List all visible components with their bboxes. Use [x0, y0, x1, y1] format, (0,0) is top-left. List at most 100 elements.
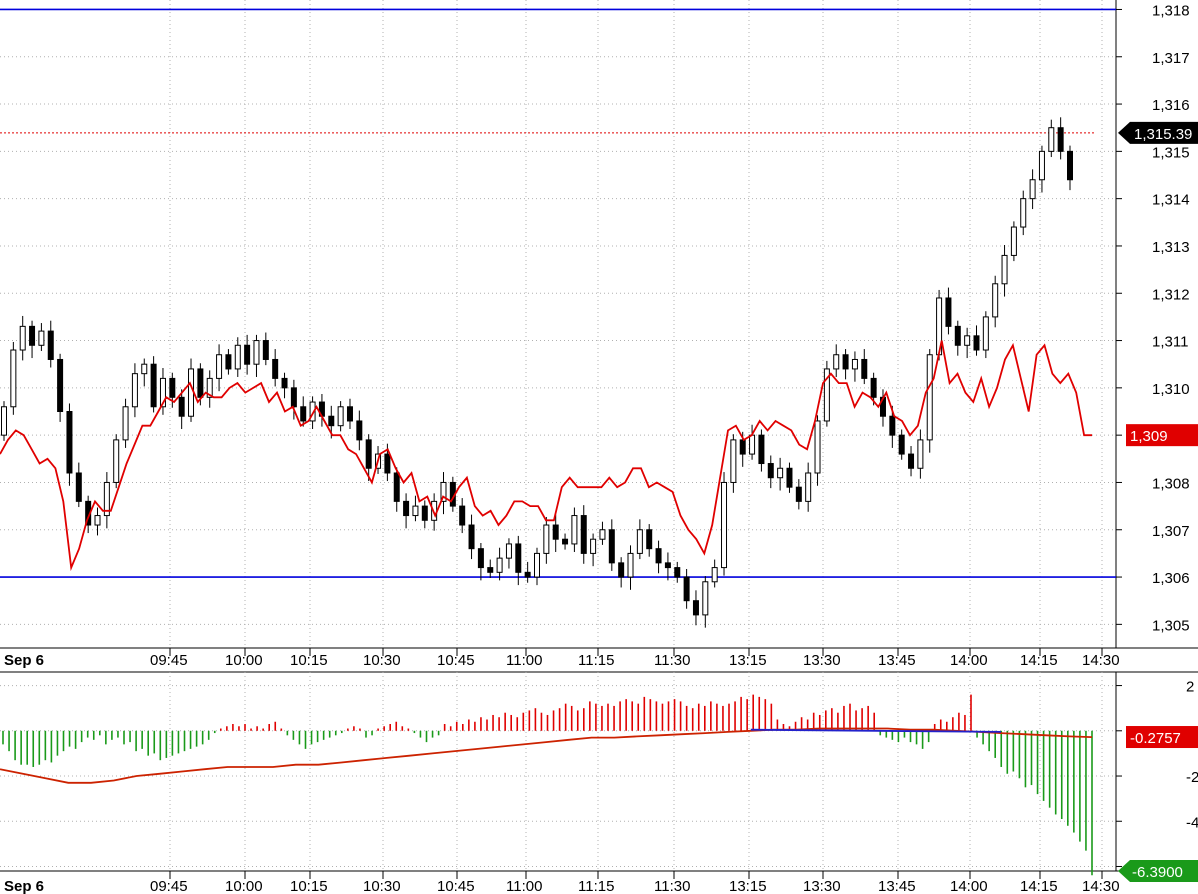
candle-body	[365, 439, 372, 469]
candle-body	[524, 571, 531, 578]
candle-body	[814, 420, 821, 474]
osc-x-tick-label: 14:30	[1082, 878, 1120, 894]
candle-body	[131, 373, 138, 408]
price-x-tick-label: 13:15	[729, 652, 767, 669]
candle-body	[337, 406, 344, 427]
candle-body	[636, 529, 643, 554]
candle-body	[505, 543, 512, 559]
price-y-tick-label: 1,317	[1152, 50, 1190, 67]
candle-body	[356, 420, 363, 441]
price-y-tick-label: 1,307	[1152, 523, 1190, 540]
osc-x-tick-label: 10:45	[437, 878, 475, 894]
last-price-tag	[1118, 121, 1198, 144]
candle-body	[543, 524, 550, 554]
candle-body	[122, 406, 129, 441]
avg-line-tag-label: 1,309	[1130, 428, 1168, 445]
candle-body	[870, 377, 877, 398]
candle-body	[1029, 179, 1036, 200]
candle-body	[730, 439, 737, 483]
candle-body	[767, 463, 774, 479]
candle-body	[281, 377, 288, 389]
candle-body	[534, 552, 540, 578]
candle-body	[608, 529, 615, 564]
candle-body	[169, 377, 176, 398]
osc-x-tick-label: 13:45	[878, 878, 916, 894]
osc-x-tick-label: 11:30	[654, 878, 690, 894]
candle-body	[1067, 150, 1073, 181]
osc-x-tick-label: 11:00	[506, 878, 542, 894]
price-x-tick-label: 13:45	[878, 652, 916, 669]
candle-body	[908, 453, 915, 469]
price-date-label: Sep 6	[4, 652, 44, 669]
price-x-tick-label: 10:30	[363, 652, 401, 669]
price-y-tick-label: 1,308	[1152, 475, 1190, 492]
candle-body	[926, 354, 933, 441]
candle-body	[1, 406, 7, 436]
candle-body	[487, 567, 494, 573]
candle-body	[19, 325, 26, 351]
candle-body	[159, 377, 166, 408]
candle-body	[459, 505, 466, 526]
price-x-tick-label: 11:15	[578, 652, 614, 669]
candle-body	[1020, 198, 1027, 228]
average-line	[0, 340, 1092, 572]
candle-body	[272, 358, 279, 379]
osc-y-tick-label: -4	[1186, 814, 1198, 831]
price-y-tick-label: 1,318	[1152, 2, 1190, 19]
candle-body	[440, 481, 447, 502]
candle-body	[29, 325, 36, 346]
price-y-tick-label: 1,311	[1152, 334, 1188, 351]
candle-body	[496, 557, 503, 573]
osc-y-tick-label: 2	[1186, 679, 1194, 696]
candle-body	[309, 401, 316, 422]
signal-line-2	[750, 728, 1002, 733]
signal-tag-label: -0.2757	[1130, 730, 1181, 747]
candle-body	[412, 505, 419, 517]
price-x-tick-label: 14:30	[1082, 652, 1120, 669]
candle-body	[711, 567, 718, 583]
candle-body	[851, 358, 858, 370]
candle-body	[262, 340, 269, 360]
candle-body	[823, 368, 830, 422]
candle-body	[590, 538, 597, 554]
candle-body	[945, 297, 952, 327]
candle-body	[1001, 254, 1008, 285]
candle-body	[973, 335, 980, 351]
candle-body	[1010, 226, 1017, 256]
candle-body	[300, 406, 307, 422]
avg-line-tag	[1126, 424, 1198, 447]
price-y-tick-label: 1,316	[1152, 97, 1190, 114]
candle-body	[739, 439, 746, 455]
candle-body	[244, 344, 251, 365]
osc-x-tick-label: 13:15	[729, 878, 767, 894]
candle-body	[403, 500, 410, 517]
candle-body	[982, 316, 989, 351]
price-y-tick-label: 1,312	[1152, 286, 1190, 303]
price-x-tick-label: 10:00	[225, 652, 263, 669]
price-x-tick-label: 10:15	[290, 652, 328, 669]
osc-x-tick-label: 09:45	[150, 878, 188, 894]
candle-body	[777, 467, 784, 479]
osc-date-label: Sep 6	[4, 878, 44, 894]
candle-body	[197, 368, 204, 398]
candle-body	[1038, 150, 1045, 181]
candle-body	[655, 548, 662, 564]
candle-body	[749, 434, 756, 455]
price-y-tick-label: 1,310	[1152, 381, 1190, 398]
price-panel: 1,305 1,306 1,307 1,308 1,309 1,310 1,311 1,312…	[0, 0, 1198, 673]
price-x-tick-label: 11:30	[654, 652, 690, 669]
osc-x-tick-label: 10:15	[290, 878, 328, 894]
osc-x-tick-label: 10:30	[363, 878, 401, 894]
candle-body	[94, 515, 101, 526]
candle-body	[393, 472, 400, 502]
candle-body	[964, 335, 971, 346]
histogram-last-tag	[1118, 860, 1198, 882]
candle-body	[646, 529, 653, 550]
candle-body	[150, 363, 157, 408]
candle-body	[47, 330, 54, 360]
osc-x-tick-label: 13:30	[803, 878, 841, 894]
candle-body	[664, 562, 671, 569]
candle-body	[1057, 127, 1064, 152]
